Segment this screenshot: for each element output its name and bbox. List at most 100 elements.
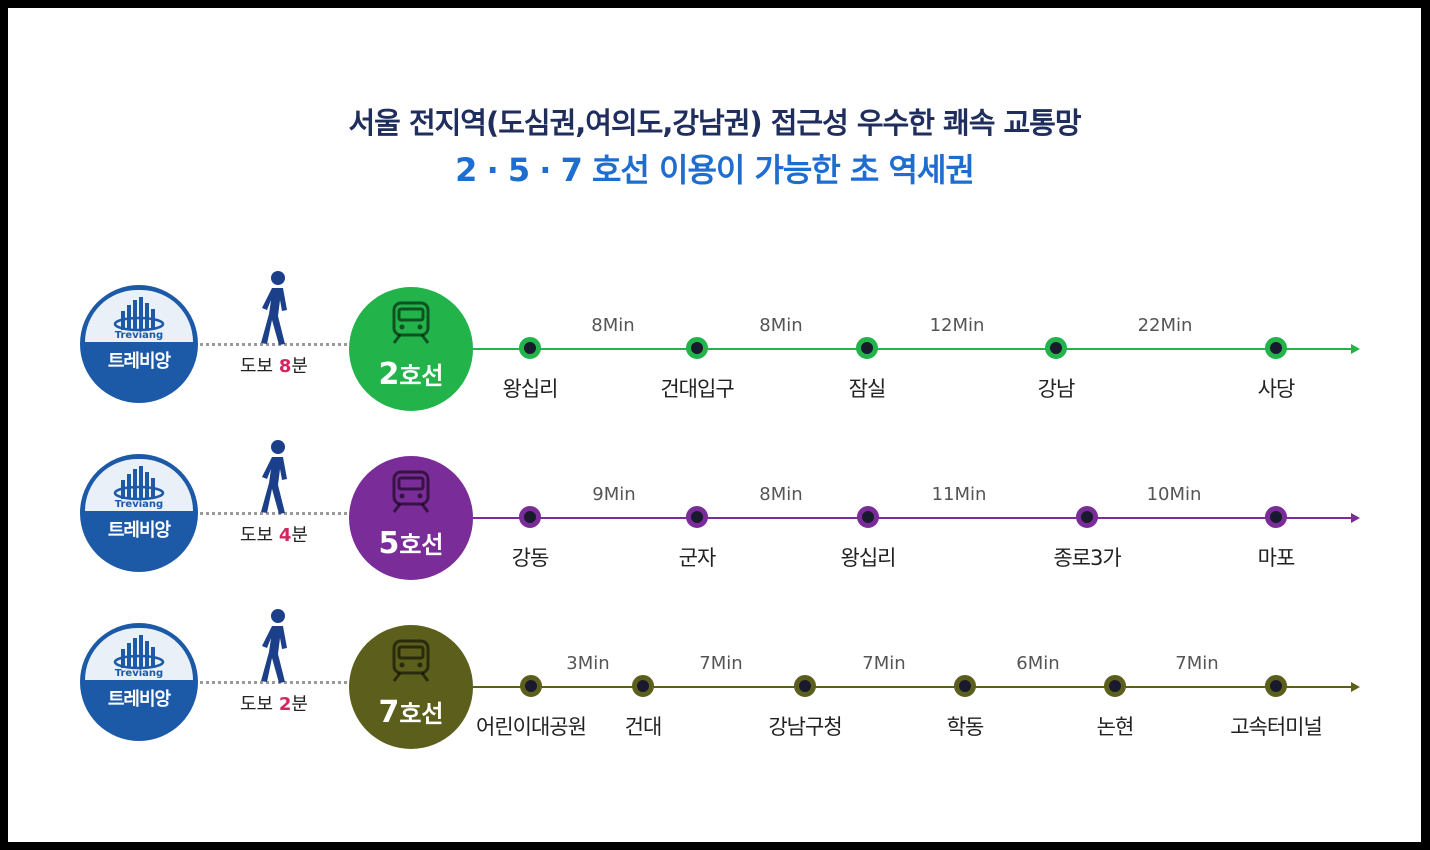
line-badge: 2호선 <box>349 287 473 411</box>
logo-label: 트레비앙 <box>107 520 171 541</box>
station-name: 어린이대공원 <box>476 715 587 739</box>
station-dot <box>1265 337 1287 359</box>
walking-person-icon <box>259 439 295 519</box>
segment-travel-time: 22Min <box>1137 315 1193 336</box>
walk-prefix: 도보 <box>240 525 279 546</box>
station-dot <box>1265 675 1287 697</box>
subway-line-row: Treviang 트레비앙 도보 2분 7호선 어린이대공원 건대 강남구청 학동 논현 고속… <box>8 608 1421 758</box>
walk-time: 도보 8분 <box>240 352 308 378</box>
line-name: 2호선 <box>349 356 473 392</box>
line-name: 5호선 <box>349 525 473 561</box>
walk-minutes: 2 <box>278 694 292 715</box>
station-name: 강남구청 <box>768 715 842 739</box>
subway-train-icon <box>390 639 432 687</box>
station-dot <box>519 337 541 359</box>
segment-travel-time: 7Min <box>699 653 743 674</box>
route-track <box>473 686 1353 688</box>
walk-suffix: 분 <box>291 356 308 377</box>
route-arrow-icon <box>1351 682 1360 692</box>
treviang-building-icon <box>113 296 165 338</box>
walking-person-icon <box>259 270 295 350</box>
line-badge: 5호선 <box>349 456 473 580</box>
walk-prefix: 도보 <box>240 694 279 715</box>
subheadline: 2 · 5 · 7 호선 이용이 가능한 초 역세권 <box>455 151 975 189</box>
line-suffix: 호선 <box>399 362 444 390</box>
station-dot <box>632 675 654 697</box>
segment-travel-time: 3Min <box>566 653 610 674</box>
segment-travel-time: 9Min <box>592 484 636 505</box>
station-name: 왕십리 <box>840 546 897 570</box>
segment-travel-time: 11Min <box>931 484 987 505</box>
treviang-building-icon <box>113 465 165 507</box>
station-dot <box>686 337 708 359</box>
line-badge: 7호선 <box>349 625 473 749</box>
subway-line-row: Treviang 트레비앙 도보 4분 5호선 강동 군자 왕십리 종로3가 마포 9Min 8… <box>8 439 1421 589</box>
treviang-logo: Treviang 트레비앙 <box>80 285 198 403</box>
station-name: 학동 <box>946 715 985 739</box>
station-dot <box>1104 675 1126 697</box>
station-dot <box>954 675 976 697</box>
station-dot <box>794 675 816 697</box>
walk-time: 도보 2분 <box>240 690 308 716</box>
logo-top: Treviang <box>85 459 193 511</box>
segment-travel-time: 6Min <box>1016 653 1060 674</box>
logo-wordmark: Treviang <box>114 499 164 510</box>
route-arrow-icon <box>1351 513 1360 523</box>
station-name: 군자 <box>678 546 717 570</box>
segment-travel-time: 12Min <box>929 315 985 336</box>
station-dot <box>1076 506 1098 528</box>
logo-top: Treviang <box>85 290 193 342</box>
infographic-canvas: 서울 전지역(도심권,여의도,강남권) 접근성 우수한 쾌속 교통망 2 · 5… <box>8 8 1421 842</box>
route-track <box>473 348 1353 350</box>
walk-suffix: 분 <box>291 525 308 546</box>
station-dot <box>1045 337 1067 359</box>
station-dot <box>1265 506 1287 528</box>
logo-wordmark: Treviang <box>114 330 164 341</box>
headline: 서울 전지역(도심권,여의도,강남권) 접근성 우수한 쾌속 교통망 <box>348 106 1081 140</box>
logo-wordmark: Treviang <box>114 668 164 679</box>
line-suffix: 호선 <box>399 700 444 728</box>
segment-travel-time: 8Min <box>759 484 803 505</box>
station-name: 건대입구 <box>660 377 734 401</box>
walking-person-icon <box>259 608 295 688</box>
walk-connector <box>200 343 347 346</box>
station-name: 논현 <box>1096 715 1135 739</box>
walk-connector <box>200 512 347 515</box>
subway-train-icon <box>390 470 432 518</box>
station-name: 종로3가 <box>1053 546 1121 570</box>
treviang-logo: Treviang 트레비앙 <box>80 454 198 572</box>
station-dot <box>520 675 542 697</box>
line-number: 5 <box>378 526 400 561</box>
logo-top: Treviang <box>85 628 193 680</box>
segment-travel-time: 7Min <box>862 653 906 674</box>
station-dot <box>686 506 708 528</box>
logo-label: 트레비앙 <box>107 351 171 372</box>
station-dot <box>519 506 541 528</box>
walk-suffix: 분 <box>291 694 308 715</box>
segment-travel-time: 7Min <box>1175 653 1219 674</box>
station-name: 잠실 <box>848 377 887 401</box>
station-dot <box>857 506 879 528</box>
station-name: 건대 <box>624 715 663 739</box>
route-arrow-icon <box>1351 344 1360 354</box>
station-name: 왕십리 <box>502 377 559 401</box>
treviang-logo: Treviang 트레비앙 <box>80 623 198 741</box>
station-name: 고속터미널 <box>1230 715 1323 739</box>
line-number: 7 <box>378 695 400 730</box>
subway-line-row: Treviang 트레비앙 도보 8분 2호선 왕십리 건대입구 잠실 강남 사당 8Min 8… <box>8 270 1421 420</box>
line-number: 2 <box>378 357 400 392</box>
segment-travel-time: 8Min <box>591 315 635 336</box>
walk-prefix: 도보 <box>240 356 279 377</box>
walk-minutes: 8 <box>278 356 292 377</box>
walk-connector <box>200 681 347 684</box>
station-name: 사당 <box>1257 377 1296 401</box>
line-suffix: 호선 <box>399 531 444 559</box>
segment-travel-time: 8Min <box>759 315 803 336</box>
station-name: 강동 <box>511 546 550 570</box>
segment-travel-time: 10Min <box>1146 484 1202 505</box>
logo-label: 트레비앙 <box>107 689 171 710</box>
station-dot <box>856 337 878 359</box>
walk-minutes: 4 <box>278 525 292 546</box>
route-track <box>473 517 1353 519</box>
line-name: 7호선 <box>349 694 473 730</box>
